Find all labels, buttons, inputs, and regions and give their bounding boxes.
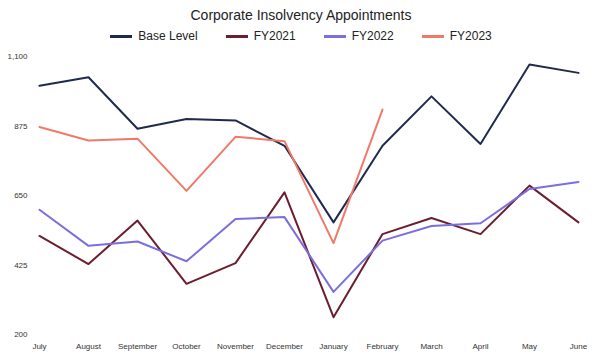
svg-text:June: June <box>570 342 588 351</box>
svg-text:December: December <box>266 342 303 351</box>
html-text:Corporate Insolvency Appointme: Corporate Insolvency Appointments <box>190 7 412 23</box>
svg-text:200: 200 <box>14 330 28 339</box>
svg-text:August: August <box>76 342 102 351</box>
html-text:FY2021: FY2021 <box>253 29 296 43</box>
svg-text:July: July <box>32 342 46 351</box>
svg-text:February: February <box>366 342 398 351</box>
svg-text:April: April <box>472 342 488 351</box>
svg-text:March: March <box>420 342 442 351</box>
svg-text:October: October <box>172 342 201 351</box>
svg-text:1,100: 1,100 <box>7 52 28 61</box>
svg-text:650: 650 <box>14 191 28 200</box>
svg-text:875: 875 <box>14 122 28 131</box>
svg-text:January: January <box>319 342 347 351</box>
html-text:FY2022: FY2022 <box>351 29 394 43</box>
svg-text:November: November <box>217 342 254 351</box>
svg-text:May: May <box>522 342 537 351</box>
svg-text:September: September <box>118 342 157 351</box>
svg-text:425: 425 <box>14 261 28 270</box>
html-text:Base Level: Base Level <box>138 29 198 43</box>
html-text:FY2023: FY2023 <box>449 29 492 43</box>
